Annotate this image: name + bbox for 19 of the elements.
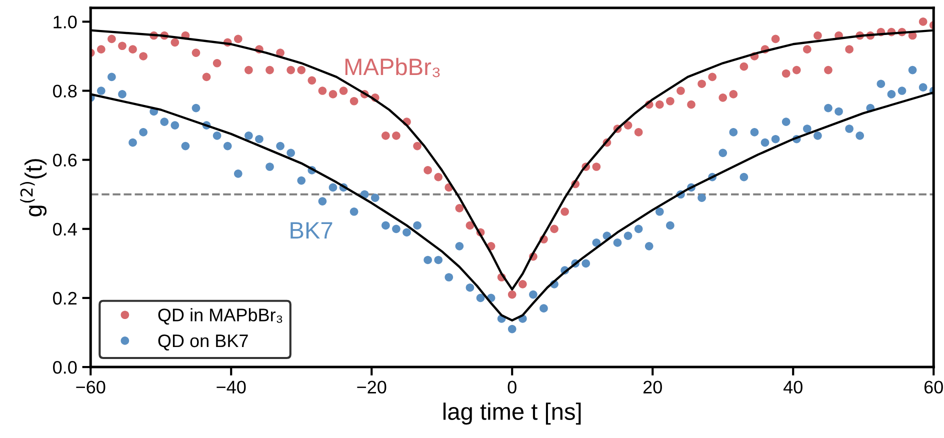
y-tick-label: 0.8 (53, 84, 77, 98)
y-tick-label: 0.6 (53, 154, 77, 167)
legend-label: QD in MAPbBr₃ (158, 308, 282, 325)
x-axis-title: lag time t [ns] (444, 402, 581, 425)
legend-label: QD on BK7 (158, 334, 248, 350)
x-tick-label: 40 (783, 380, 802, 394)
y-tick-label: 1.0 (54, 16, 77, 28)
x-tick-label: 0 (508, 380, 516, 394)
y-tick-label: 0.4 (53, 222, 77, 236)
x-tick-label: 20 (643, 380, 662, 394)
x-tick-label: −60 (76, 380, 106, 394)
y-tick-label: 0.0 (53, 360, 77, 374)
y-tick-label: 0.2 (53, 292, 77, 305)
x-tick-label: 60 (924, 380, 943, 394)
annotation: MAPbBr₃ (345, 58, 440, 78)
annotation: BK7 (290, 222, 332, 238)
x-tick-label: −20 (357, 380, 386, 394)
y-axis-title: g$^{(2)}$(t) (20, 159, 47, 216)
x-tick-label: −40 (216, 380, 246, 394)
